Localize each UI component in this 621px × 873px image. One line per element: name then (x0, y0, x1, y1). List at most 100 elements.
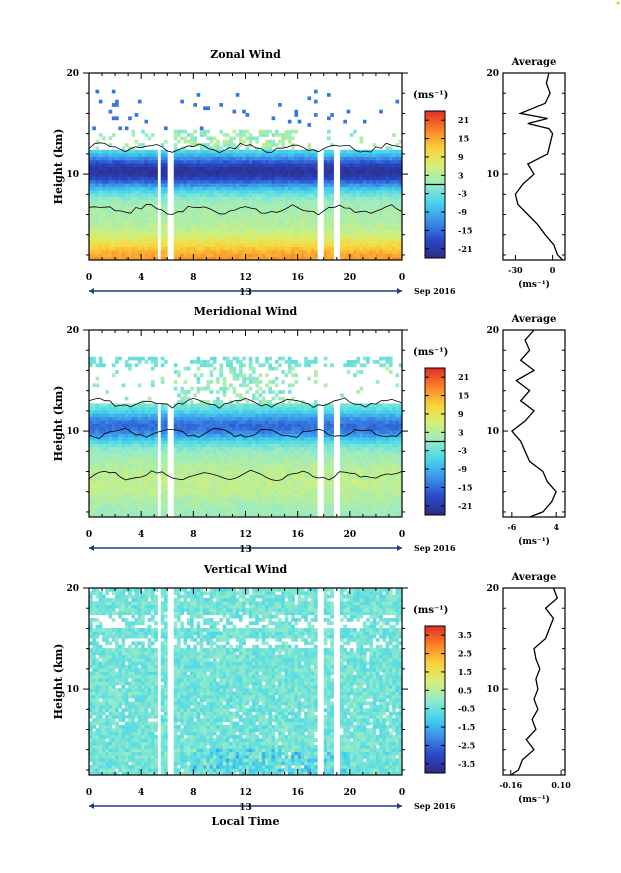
heatmap-cell (206, 143, 211, 147)
heatmap-cell (385, 233, 390, 238)
heatmap-cell (141, 203, 145, 207)
heatmap-cell (115, 209, 119, 214)
heatmap-cell (232, 239, 237, 244)
heatmap-cell (137, 226, 142, 231)
heatmap-cell (160, 500, 165, 505)
heatmap-cell (225, 456, 230, 461)
heatmap-cell (92, 463, 96, 468)
heatmap-cell (173, 456, 178, 461)
heatmap-cell (252, 213, 256, 217)
heatmap-cell (144, 483, 149, 488)
heatmap-cell (206, 106, 211, 111)
heatmap-cell (287, 179, 292, 184)
heatmap-cell (330, 196, 334, 201)
heatmap-cell (111, 456, 116, 461)
heatmap-cell (242, 253, 246, 258)
heatmap-cell (180, 253, 184, 258)
heatmap-cell (173, 249, 178, 254)
heatmap-cell (209, 496, 214, 501)
heatmap-cell (98, 486, 103, 491)
heatmap-cell (242, 203, 246, 207)
heatmap-cell (121, 256, 126, 261)
heatmap-cell (395, 243, 400, 248)
heatmap-cell (141, 186, 145, 191)
heatmap-cell (108, 470, 113, 474)
heatmap-cell (206, 246, 211, 251)
heatmap-cell (150, 356, 155, 361)
heatmap-cell (379, 156, 383, 161)
heatmap-cell (128, 159, 132, 164)
heatmap-cell (310, 233, 315, 238)
heatmap-cell (98, 203, 103, 207)
heatmap-cell (284, 169, 289, 174)
heatmap-cell (235, 186, 240, 191)
heatmap-cell (375, 166, 380, 171)
heatmap-cell (356, 193, 361, 197)
heatmap-cell (131, 243, 136, 248)
heatmap-cell (353, 216, 357, 221)
heatmap-cell (180, 506, 184, 511)
heatmap-cell (209, 403, 214, 408)
heatmap-cell (372, 189, 377, 194)
heatmap-cell (245, 246, 250, 251)
heatmap-cell (131, 179, 136, 184)
heatmap-cell (180, 400, 184, 404)
heatmap-cell (274, 193, 279, 197)
heatmap-cell (388, 249, 393, 254)
heatmap-cell (242, 149, 246, 154)
heatmap-cell (330, 206, 334, 211)
heatmap-cell (186, 390, 191, 394)
heatmap-cell (395, 193, 400, 197)
heatmap-cell (398, 233, 403, 238)
heatmap-cell (199, 416, 204, 421)
heatmap-cell (131, 433, 136, 438)
heatmap-cell (252, 163, 256, 167)
heatmap-cell (356, 256, 361, 261)
heatmap-cell (196, 440, 201, 444)
heatmap-cell (193, 253, 197, 258)
heatmap-cell (245, 196, 250, 201)
heatmap-cell (92, 503, 96, 508)
heatmap-cell (300, 236, 305, 241)
heatmap-cell (235, 253, 240, 258)
heatmap-cell (216, 470, 220, 474)
heatmap-cell (382, 156, 387, 161)
heatmap-cell (128, 156, 132, 161)
heatmap-cell (177, 156, 181, 161)
heatmap-cell (160, 189, 165, 194)
heatmap-cell (238, 189, 243, 194)
heatmap-cell (141, 129, 145, 134)
heatmap-cell (186, 169, 191, 174)
heatmap-cell (141, 483, 145, 488)
heatmap-cell (222, 380, 227, 384)
heatmap-cell (131, 176, 136, 181)
heatmap-cell (229, 513, 233, 518)
heatmap-cell (327, 246, 331, 251)
heatmap-cell (235, 133, 240, 137)
heatmap-cell (92, 196, 96, 201)
heatmap-cell (144, 466, 149, 471)
heatmap-cell (108, 473, 113, 478)
heatmap-cell (180, 463, 184, 468)
heatmap-cell (232, 173, 237, 177)
heatmap-cell (147, 153, 152, 157)
heatmap-cell (225, 363, 230, 368)
heatmap-cell (137, 500, 142, 505)
heatmap-cell (307, 193, 312, 197)
heatmap-cell (105, 473, 109, 478)
heatmap-cell (258, 196, 263, 201)
heatmap-cell (92, 213, 96, 217)
heatmap-cell (375, 226, 380, 231)
heatmap-cell (235, 183, 240, 187)
heatmap-cell (186, 450, 191, 454)
heatmap-cell (124, 466, 129, 471)
heatmap-cell (89, 249, 93, 254)
heatmap-cell (196, 176, 201, 181)
heatmap-cell (105, 233, 109, 238)
heatmap-cell (366, 233, 370, 238)
heatmap-cell (258, 133, 263, 137)
heatmap-cell (92, 249, 96, 254)
heatmap-cell (222, 256, 227, 261)
heatmap-cell (128, 416, 132, 421)
heatmap-cell (98, 163, 103, 167)
